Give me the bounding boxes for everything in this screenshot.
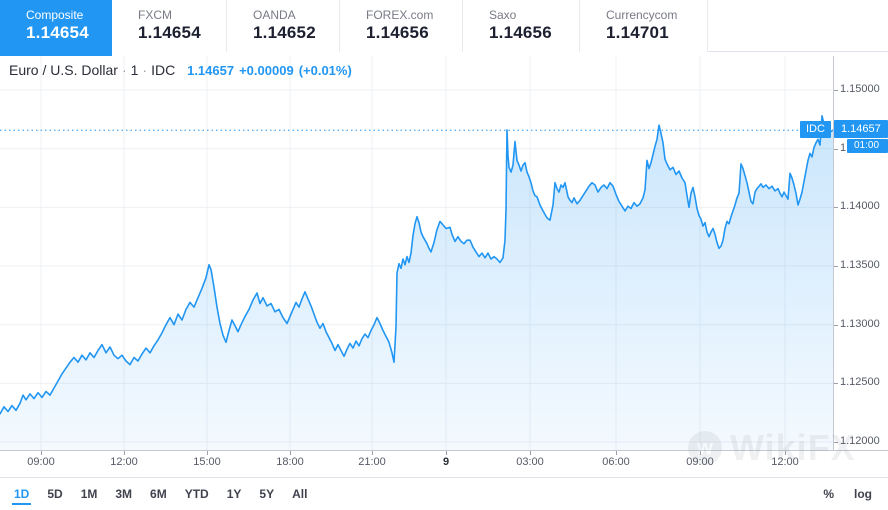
bar-countdown-label: 01:00 [847,139,888,153]
price-change-percent: (+0.01%) [298,63,352,78]
broker-tab-forex-com[interactable]: FOREX.com 1.14656 [340,0,463,52]
range-button-1y[interactable]: 1Y [226,486,242,501]
price-line-series [0,115,833,415]
broker-tab-price: 1.14654 [138,23,201,42]
separator: · [142,62,148,78]
time-axis-day-label: 9 [442,456,450,468]
broker-tab-price: 1.14656 [366,23,429,42]
time-axis-label: 12:00 [771,456,799,468]
chart-area[interactable]: Euro / U.S. Dollar · 1 · IDC 1.14657 +0.00009… [0,52,888,477]
broker-tab-label: Saxo [489,8,517,22]
price-chart-svg[interactable] [0,56,833,450]
time-axis-tick [290,451,291,455]
time-axis-label: 06:00 [602,456,630,468]
percent-scale-button[interactable]: % [823,487,834,501]
range-toolbar: 1D 5D 1M 3M 6M YTD 1Y 5Y All % log [0,477,888,510]
price-axis-label: 1.13000 [840,318,880,330]
price-axis-tick [834,442,838,443]
price-axis-tick [834,325,838,326]
time-axis-tick [207,451,208,455]
current-price-axis-label: 1.14657 [834,120,888,138]
area-fill [0,115,833,450]
time-axis-tick [616,451,617,455]
range-button-5d[interactable]: 5D [47,486,63,501]
time-axis-tick [446,451,447,455]
broker-tab-currencycom[interactable]: Currencycom 1.14701 [580,0,708,52]
range-button-6m[interactable]: 6M [150,486,167,501]
price-axis-label: 1.13500 [840,259,880,271]
price-axis[interactable]: 1.150001.145001.140001.135001.130001.125… [833,56,888,450]
price-axis-tick [834,149,838,150]
time-axis-label: 21:00 [358,456,386,468]
time-axis-label: 15:00 [193,456,221,468]
log-scale-button[interactable]: log [854,487,872,501]
time-axis[interactable]: 09:00 12:00 15:00 18:00 21:00 9 03:00 06:00 09:0… [0,450,888,472]
broker-tab-label: Currencycom [606,8,678,22]
broker-tab-composite[interactable]: Composite 1.14654 [0,0,112,56]
time-axis-tick [530,451,531,455]
broker-tab-price: 1.14656 [489,23,552,42]
broker-tab-price: 1.14701 [606,23,669,42]
broker-tab-label: OANDA [253,8,296,22]
time-axis-tick [700,451,701,455]
price-axis-tick [834,383,838,384]
range-button-1d[interactable]: 1D [12,484,32,505]
broker-tab-price: 1.14652 [253,23,316,42]
exchange-name: IDC [151,62,176,78]
price-line-source-tag: IDC [800,121,831,138]
price-axis-tick [834,207,838,208]
range-button-5y[interactable]: 5Y [259,486,275,501]
range-button-all[interactable]: All [292,486,308,501]
time-axis-label: 12:00 [110,456,138,468]
time-axis-label: 03:00 [516,456,544,468]
broker-tab-label: Composite [26,8,84,22]
time-axis-label: 18:00 [276,456,304,468]
range-button-ytd[interactable]: YTD [184,486,209,501]
price-axis-tick [834,90,838,91]
range-buttons: 1D 5D 1M 3M 6M YTD 1Y 5Y All [12,484,323,505]
last-price: 1.14657 [187,63,235,78]
time-axis-label: 09:00 [686,456,714,468]
separator: · [121,62,127,78]
broker-tab-price: 1.14654 [26,23,89,42]
price-axis-label: 1.12500 [840,376,880,388]
broker-tab-label: FOREX.com [366,8,434,22]
range-button-1m[interactable]: 1M [80,486,98,501]
broker-tab-label: FXCM [138,8,172,22]
price-change: +0.00009 [239,63,294,78]
scale-buttons: % log [803,487,872,501]
symbol-title: Euro / U.S. Dollar [9,62,118,78]
broker-tab-oanda[interactable]: OANDA 1.14652 [227,0,340,52]
price-axis-label: 1.15000 [840,83,880,95]
broker-tab-bar: Composite 1.14654 FXCM 1.14654 OANDA 1.14652 F… [0,0,888,56]
time-axis-tick [785,451,786,455]
quote-values: 1.14657 +0.00009 (+0.01%) [187,63,357,78]
time-axis-label: 09:00 [27,456,55,468]
range-button-3m[interactable]: 3M [115,486,133,501]
symbol-header: Euro / U.S. Dollar · 1 · IDC 1.14657 +0.00009… [9,62,357,78]
time-axis-tick [41,451,42,455]
price-axis-label: 1.12000 [840,435,880,447]
time-axis-tick [372,451,373,455]
chart-interval: 1 [130,62,139,78]
price-axis-label: 1.14000 [840,200,880,212]
time-axis-tick [124,451,125,455]
price-axis-tick [834,266,838,267]
broker-tab-fxcm[interactable]: FXCM 1.14654 [112,0,227,52]
broker-tab-saxo[interactable]: Saxo 1.14656 [463,0,580,52]
